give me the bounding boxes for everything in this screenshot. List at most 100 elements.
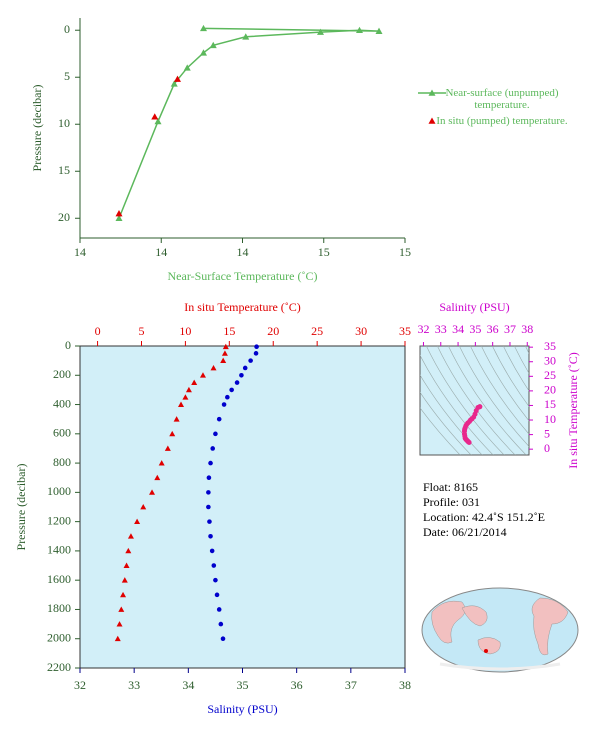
salinity-point bbox=[213, 577, 218, 583]
y-tick-label: 800 bbox=[53, 455, 71, 469]
data-point bbox=[242, 33, 250, 40]
x2-tick-label: 20 bbox=[267, 324, 279, 338]
salinity-point bbox=[207, 519, 212, 524]
density-contour bbox=[420, 374, 483, 455]
temperature-point bbox=[199, 372, 206, 378]
y-tick-label: 0 bbox=[64, 22, 70, 36]
density-contour bbox=[420, 354, 494, 455]
salinity-point bbox=[218, 621, 224, 627]
salinity-point bbox=[242, 365, 248, 371]
data-point bbox=[115, 210, 123, 217]
y-tick-label: 30 bbox=[544, 353, 556, 367]
salinity-point bbox=[254, 344, 259, 350]
x-tick-label: 35 bbox=[469, 322, 481, 336]
y-tick-label: 15 bbox=[544, 397, 556, 411]
x-tick-label: 37 bbox=[345, 678, 357, 692]
y-tick-label: 600 bbox=[53, 426, 71, 440]
y-tick-label: 2200 bbox=[47, 660, 71, 674]
temperature-point bbox=[220, 357, 227, 364]
temperature-point bbox=[178, 401, 185, 407]
temperature-point bbox=[134, 518, 141, 525]
density-contour bbox=[470, 346, 529, 435]
data-point bbox=[183, 64, 191, 71]
x-tick-label: 32 bbox=[74, 678, 86, 692]
y-tick-label: 1600 bbox=[47, 572, 71, 586]
salinity-point bbox=[220, 636, 226, 642]
y-axis-label: Pressure (decibar) bbox=[14, 464, 28, 551]
salinity-point bbox=[253, 351, 259, 356]
x2-tick-label: 5 bbox=[138, 324, 144, 338]
y-tick-label: 1800 bbox=[47, 601, 71, 615]
salinity-point bbox=[216, 607, 222, 612]
x-tick-label: 32 bbox=[417, 322, 429, 336]
y-tick-label: 5 bbox=[544, 426, 550, 440]
x2-tick-label: 25 bbox=[311, 324, 323, 338]
data-point bbox=[115, 214, 123, 222]
y-axis-label: Pressure (decibar) bbox=[30, 85, 44, 172]
temperature-point bbox=[210, 364, 217, 371]
density-contour bbox=[437, 346, 516, 455]
x2-tick-label: 30 bbox=[355, 324, 367, 338]
legend-marker bbox=[428, 117, 436, 124]
salinity-point bbox=[208, 533, 213, 539]
density-contour bbox=[420, 391, 472, 455]
legend-marker bbox=[428, 89, 436, 96]
float-info: Date: 06/21/2014 bbox=[423, 525, 507, 539]
x-tick-label: 37 bbox=[504, 322, 516, 336]
plot-background bbox=[79, 345, 406, 669]
temperature-point bbox=[164, 445, 171, 451]
y-tick-label: 35 bbox=[544, 339, 556, 353]
x-tick-label: 34 bbox=[452, 322, 464, 336]
legend-label: In situ (pumped) temperature. bbox=[436, 115, 568, 127]
temperature-point bbox=[140, 504, 147, 510]
salinity-point bbox=[213, 431, 218, 437]
x-tick-label: 38 bbox=[399, 678, 411, 692]
data-point bbox=[200, 24, 207, 32]
temperature-point bbox=[158, 460, 165, 466]
x-tick-label: 15 bbox=[318, 245, 330, 259]
temperature-point bbox=[125, 547, 132, 554]
density-contour bbox=[492, 346, 529, 408]
data-point bbox=[154, 117, 162, 125]
x-tick-label: 15 bbox=[399, 245, 411, 259]
x-tick-label: 35 bbox=[237, 678, 249, 692]
x-tick-label: 14 bbox=[155, 245, 167, 259]
y-tick-label: 10 bbox=[544, 412, 556, 426]
y-tick-label: 25 bbox=[544, 368, 556, 382]
x-tick-label: 14 bbox=[74, 245, 86, 259]
density-contour bbox=[525, 346, 529, 354]
y-tick-label: 0 bbox=[65, 338, 71, 352]
density-contour bbox=[459, 346, 529, 447]
density-contour bbox=[481, 346, 529, 422]
temperature-point bbox=[185, 386, 192, 393]
x-tick-label: 33 bbox=[128, 678, 140, 692]
temperature-point bbox=[222, 343, 229, 350]
data-point bbox=[151, 113, 159, 120]
y-tick-label: 2000 bbox=[47, 630, 71, 644]
salinity-point bbox=[239, 372, 244, 378]
salinity-point bbox=[216, 416, 222, 422]
temperature-point bbox=[154, 474, 161, 481]
ts-point bbox=[466, 439, 472, 445]
temperature-point bbox=[182, 394, 189, 400]
x2-tick-label: 35 bbox=[399, 324, 411, 338]
data-point bbox=[170, 80, 178, 87]
density-contour bbox=[503, 346, 529, 392]
density-contour bbox=[448, 346, 527, 455]
x-tick-label: 36 bbox=[487, 322, 499, 336]
temperature-point bbox=[116, 621, 123, 627]
temperature-point bbox=[191, 379, 198, 385]
y-tick-label: 1000 bbox=[47, 484, 71, 498]
legend-label: Near-surface (unpumped) temperature. bbox=[445, 87, 559, 111]
x2-axis-label: In situ Temperature (˚C) bbox=[184, 300, 301, 314]
float-info: Location: 42.4˚S 151.2˚E bbox=[423, 510, 545, 524]
salinity-point bbox=[234, 380, 240, 385]
y-axis-label: In situ Temperature (˚C) bbox=[566, 352, 580, 469]
y-tick-label: 10 bbox=[58, 116, 70, 130]
salinity-point bbox=[206, 504, 211, 510]
y-tick-label: 15 bbox=[58, 163, 70, 177]
salinity-point bbox=[225, 394, 230, 400]
density-contour bbox=[426, 346, 505, 455]
salinity-point bbox=[214, 592, 220, 598]
